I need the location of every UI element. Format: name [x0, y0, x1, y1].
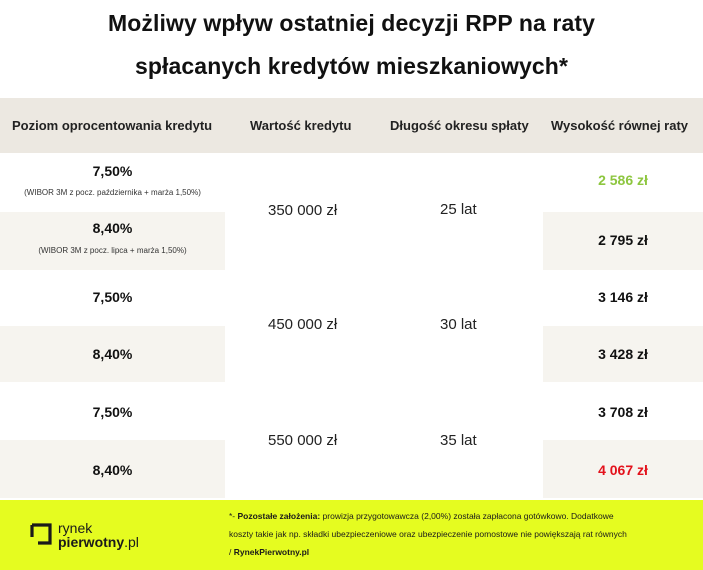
rate-cell: 7,50% [92, 289, 133, 305]
page-title: Możliwy wpływ ostatniej decyzji RPP na r… [0, 0, 703, 98]
rate-note: (WIBOR 3M z pocz. października + marża 1… [24, 188, 201, 197]
repayment-period: 30 lat [440, 316, 477, 333]
title-line-2: spłacanych kredytów mieszkaniowych* [134, 53, 568, 79]
row-band [543, 212, 703, 270]
row-band [0, 326, 225, 382]
rate-cell: 8,40% [92, 462, 133, 478]
rate-note: (WIBOR 3M z pocz. lipca + marża 1,50%) [38, 246, 187, 255]
row-band [0, 212, 225, 270]
installment-value: 2 586 zł [598, 172, 648, 188]
logo-text: rynek pierwotny.pl [58, 520, 139, 550]
header-repayment-period: Długość okresu spłaty [390, 118, 529, 133]
row-band [0, 440, 225, 498]
loan-amount: 550 000 zł [268, 432, 338, 449]
footnote-line-1: *- Pozostałe założenia: prowizja przygot… [229, 511, 614, 521]
header-loan-amount: Wartość kredytu [250, 118, 352, 133]
rate-cell: 8,40% [92, 346, 133, 362]
installment-value: 3 428 zł [598, 346, 648, 362]
rate-cell: 7,50% [92, 404, 133, 420]
title-line-1: Możliwy wpływ ostatniej decyzji RPP na r… [107, 10, 595, 36]
rate-cell: 8,40% [92, 220, 133, 236]
footnote-source: / RynekPierwotny.pl [229, 547, 310, 557]
row-band [543, 326, 703, 382]
footer: rynek pierwotny.pl *- Pozostałe założeni… [0, 500, 703, 570]
installment-value: 3 146 zł [598, 289, 648, 305]
installment-value: 3 708 zł [598, 404, 648, 420]
installment-value: 2 795 zł [598, 232, 648, 248]
footnote-line-2: koszty takie jak np. składki ubezpieczen… [229, 529, 627, 539]
loan-amount: 350 000 zł [268, 202, 338, 219]
repayment-period: 25 lat [440, 201, 477, 218]
installment-value: 4 067 zł [598, 462, 648, 478]
header-installment: Wysokość równej raty [551, 118, 689, 133]
repayment-period: 35 lat [440, 432, 477, 449]
row-band [543, 440, 703, 498]
brand-logo: rynek pierwotny.pl [30, 519, 150, 553]
rate-cell: 7,50% [92, 163, 133, 179]
loan-amount: 450 000 zł [268, 316, 338, 333]
header-interest-rate: Poziom oprocentowania kredytu [12, 118, 213, 133]
table-header: Poziom oprocentowania kredytu Wartość kr… [0, 98, 703, 153]
logo-mark-icon [30, 523, 52, 545]
